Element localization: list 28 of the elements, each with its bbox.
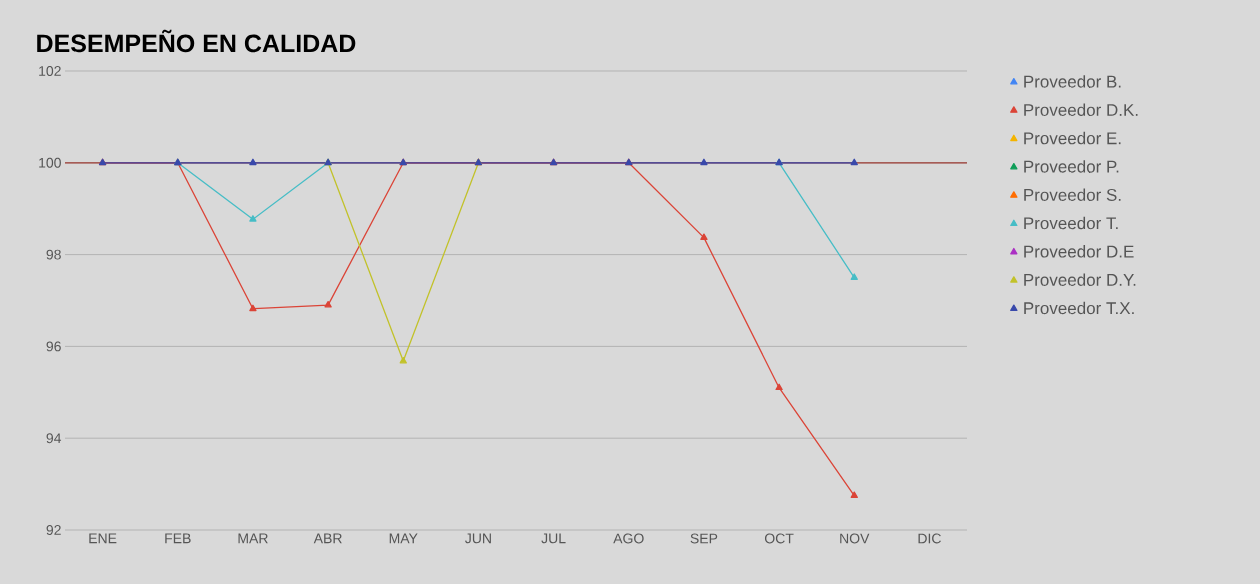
x-tick-label: JUL — [541, 533, 566, 544]
x-tick-label: ENE — [89, 533, 117, 544]
x-tick-label: SEP — [690, 533, 718, 544]
y-tick-label: 102 — [39, 66, 61, 76]
x-tick-label: FEB — [165, 533, 191, 544]
legend-label: Proveedor D.E — [1024, 245, 1134, 258]
x-tick-label: MAY — [389, 533, 418, 544]
legend-label: Proveedor P. — [1024, 160, 1119, 173]
legend-label: Proveedor B. — [1024, 75, 1121, 88]
x-tick-label: OCT — [764, 533, 794, 544]
y-tick-label: 94 — [46, 433, 62, 444]
y-tick-label: 96 — [46, 341, 61, 352]
legend-label: Proveedor D.K. — [1024, 103, 1138, 117]
x-tick-label: JUN — [465, 533, 491, 544]
x-tick-label: AGO — [613, 533, 644, 544]
legend-label: Proveedor T.X. — [1024, 301, 1134, 315]
y-tick-label: 100 — [39, 157, 61, 168]
x-tick-label: DIC — [918, 533, 941, 544]
chart-title: DESEMPEÑO EN CALIDAD — [37, 29, 356, 53]
legend-label: Proveedor T. — [1024, 216, 1118, 230]
x-tick-label: ABR — [313, 533, 342, 544]
legend-label: Proveedor D.Y. — [1024, 273, 1136, 286]
y-tick-label: 98 — [46, 249, 61, 260]
legend-label: Proveedor S. — [1024, 188, 1121, 201]
y-tick-label: 92 — [46, 525, 61, 535]
x-tick-label: NOV — [840, 533, 870, 544]
x-tick-label: MAR — [238, 533, 268, 544]
legend-label: Proveedor E. — [1024, 131, 1121, 145]
